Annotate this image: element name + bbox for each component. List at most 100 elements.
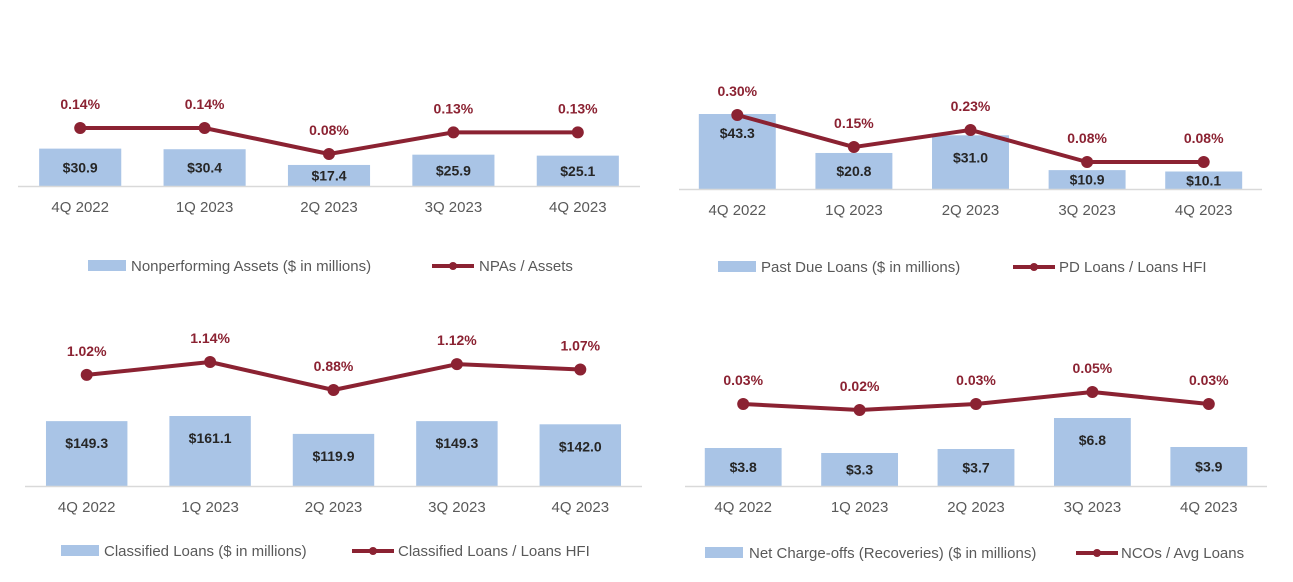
ratio-point <box>1197 156 1210 168</box>
category-tick-label: 2Q 2023 <box>300 199 358 216</box>
category-tick-label: 3Q 2023 <box>1058 202 1116 219</box>
bar <box>292 433 375 486</box>
category-tick-label: 4Q 2023 <box>552 499 610 516</box>
legend-bar-swatch <box>61 545 99 556</box>
legend-line-marker <box>449 262 457 270</box>
category-tick-label: 2Q 2023 <box>942 202 1000 219</box>
bar <box>932 135 1009 189</box>
ratio-point <box>731 109 744 121</box>
bar-value-label: $30.9 <box>63 159 98 175</box>
bar <box>45 421 128 486</box>
ratio-label: 1.02% <box>67 343 107 359</box>
bar <box>416 421 498 486</box>
ratio-point <box>853 404 866 416</box>
ratio-point <box>1202 398 1215 410</box>
category-tick-label: 2Q 2023 <box>305 499 363 516</box>
bar-value-label: $6.8 <box>1079 432 1106 448</box>
legend-line-marker <box>1030 263 1038 271</box>
bar <box>698 114 776 189</box>
category-tick-label: 3Q 2023 <box>428 499 486 516</box>
bar <box>39 148 122 186</box>
bar <box>163 149 246 186</box>
ratio-point <box>1086 386 1099 398</box>
ratio-label: 0.08% <box>1067 130 1107 146</box>
ratio-label: 1.12% <box>437 332 477 348</box>
ratio-label: 0.13% <box>434 100 474 116</box>
bar <box>937 449 1015 486</box>
category-tick-label: 3Q 2023 <box>1064 499 1122 516</box>
ratio-point <box>964 123 977 136</box>
ratio-point <box>450 358 463 371</box>
legend-bar-label: Net Charge-offs (Recoveries) ($ in milli… <box>749 545 1036 562</box>
bar <box>412 154 495 186</box>
bar-value-label: $3.9 <box>1195 459 1222 475</box>
legend-line-label: PD Loans / Loans HFI <box>1059 259 1207 276</box>
bar <box>1048 170 1126 189</box>
legend: Net Charge-offs (Recoveries) ($ in milli… <box>705 545 1244 562</box>
bar <box>1053 418 1131 486</box>
ratio-point <box>970 398 982 410</box>
ratio-point <box>447 126 460 139</box>
ratio-label: 0.30% <box>717 83 757 99</box>
ratio-label: 0.03% <box>956 372 996 388</box>
chart-panel-2: $43.3 $20.8 $31.0 $10.9 $10.1 4Q 2022 1Q 2023 2… <box>679 83 1262 276</box>
ratio-point <box>74 122 87 134</box>
ratio-label: 0.15% <box>834 115 874 131</box>
category-tick-label: 3Q 2023 <box>425 199 483 216</box>
legend-bar-swatch <box>705 547 743 558</box>
ratio-label: 0.14% <box>60 96 100 112</box>
bar-value-label: $142.0 <box>559 438 602 454</box>
bar-value-label: $3.8 <box>730 459 757 475</box>
bar-value-label: $10.1 <box>1186 172 1221 188</box>
category-tick-label: 4Q 2023 <box>549 199 607 216</box>
ratio-label: 1.14% <box>190 330 230 346</box>
legend-bar-label: Nonperforming Assets ($ in millions) <box>131 258 371 275</box>
bar-value-label: $149.3 <box>435 435 478 451</box>
ratio-point <box>327 384 340 396</box>
ratio-point <box>204 356 217 368</box>
bar-value-label: $43.3 <box>720 125 755 141</box>
legend: Past Due Loans ($ in millions) PD Loans /… <box>718 259 1207 276</box>
bar <box>536 155 619 186</box>
ratio-point <box>323 148 335 160</box>
legend-bar-label: Classified Loans ($ in millions) <box>104 543 307 560</box>
category-tick-label: 1Q 2023 <box>176 199 234 216</box>
category-tick-label: 4Q 2022 <box>714 499 772 516</box>
ratio-label: 0.05% <box>1073 360 1113 376</box>
bar-value-label: $20.8 <box>836 163 871 179</box>
category-tick-label: 4Q 2022 <box>709 202 767 219</box>
chart-panel-1: $30.9 $30.4 $17.4 $25.9 $25.1 4Q 2022 1Q 2023 2… <box>18 96 640 275</box>
chart-panel-4: $3.8 $3.3 $3.7 $6.8 $3.9 4Q 2022 1Q 2023 2Q 202… <box>685 360 1267 562</box>
bar-value-label: $30.4 <box>187 160 222 176</box>
bar-value-label: $17.4 <box>311 167 346 183</box>
legend-bar-swatch <box>88 260 126 271</box>
category-tick-label: 4Q 2022 <box>51 199 109 216</box>
bar <box>821 453 899 486</box>
legend-line-label: NCOs / Avg Loans <box>1121 545 1244 562</box>
bar <box>169 416 251 486</box>
ratio-point <box>198 122 211 134</box>
bar <box>287 164 371 186</box>
category-tick-label: 4Q 2023 <box>1180 499 1238 516</box>
category-tick-label: 1Q 2023 <box>831 499 889 516</box>
bar-value-label: $149.3 <box>65 435 108 451</box>
ratio-label: 0.08% <box>1184 130 1224 146</box>
bar-value-label: $119.9 <box>312 448 354 464</box>
category-tick-label: 2Q 2023 <box>947 499 1005 516</box>
bar-value-label: $3.7 <box>962 460 989 476</box>
legend: Classified Loans ($ in millions) Classifi… <box>61 543 590 560</box>
legend: Nonperforming Assets ($ in millions) NPAs… <box>88 258 573 275</box>
legend-bar-label: Past Due Loans ($ in millions) <box>761 259 960 276</box>
ratio-point <box>737 398 750 410</box>
ratio-point <box>571 126 584 139</box>
legend-line-marker <box>1093 549 1101 557</box>
bar-value-label: $3.3 <box>846 462 873 478</box>
bar <box>539 424 622 486</box>
ratio-label: 0.08% <box>309 122 349 138</box>
ratio-point <box>847 141 860 154</box>
category-tick-label: 4Q 2022 <box>58 499 116 516</box>
legend-bar-swatch <box>718 261 756 272</box>
category-tick-label: 4Q 2023 <box>1175 202 1233 219</box>
ratio-point <box>574 363 587 376</box>
